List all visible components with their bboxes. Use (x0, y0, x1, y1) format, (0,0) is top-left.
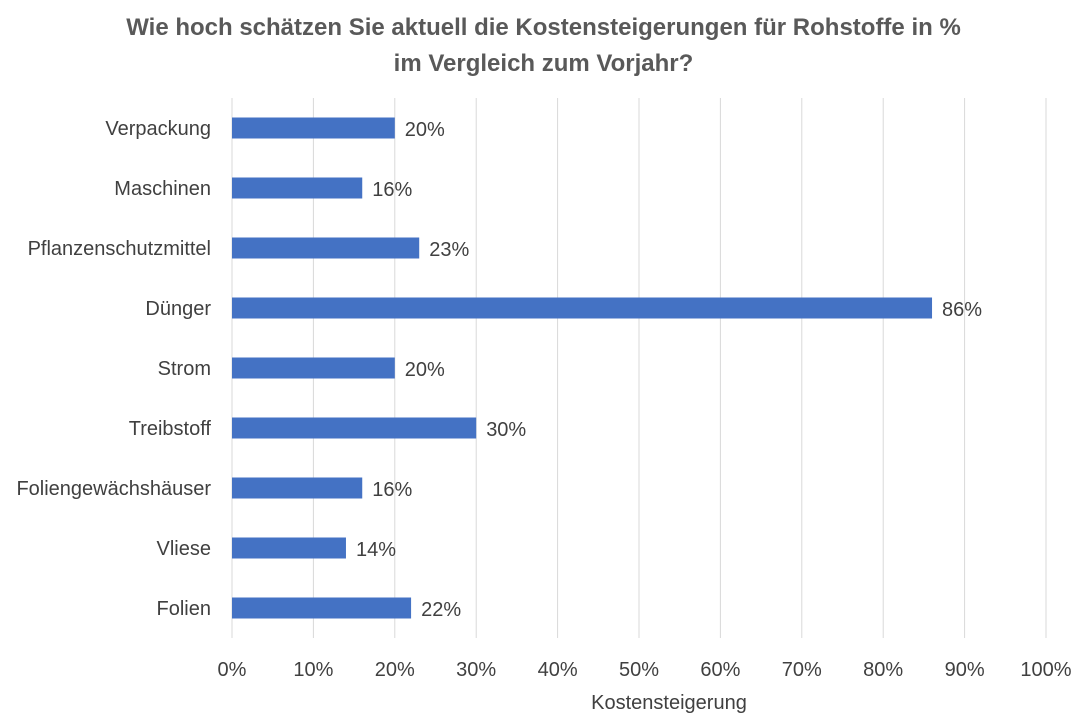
bar (232, 417, 477, 439)
bar (232, 537, 346, 559)
gridlines (231, 98, 1047, 638)
x-tick-label: 0% (218, 659, 247, 681)
data-labels: 20% 16% 23% 86% 20% 30% 16% 14% 22% (356, 119, 982, 621)
category-label: Foliengewächshäuser (16, 478, 211, 500)
chart-title-line-2: im Vergleich zum Vorjahr? (393, 50, 694, 77)
data-label: 20% (405, 359, 445, 381)
data-label: 20% (405, 119, 445, 141)
data-label: 14% (356, 539, 396, 561)
bar (232, 297, 933, 319)
x-tick-label: 80% (863, 659, 903, 681)
x-tick-label: 20% (375, 659, 415, 681)
category-label: Maschinen (114, 178, 211, 200)
bar (232, 357, 395, 379)
x-tick-label: 90% (945, 659, 985, 681)
x-tick-label: 10% (293, 659, 333, 681)
category-label: Treibstoff (129, 418, 212, 440)
x-axis-label: Kostensteigerung (591, 692, 747, 714)
category-label: Folien (157, 598, 211, 620)
x-tick-label: 40% (538, 659, 578, 681)
category-label: Dünger (145, 298, 211, 320)
bar (232, 237, 420, 259)
category-label: Pflanzenschutzmittel (28, 238, 211, 260)
data-label: 16% (372, 479, 412, 501)
x-tick-label: 50% (619, 659, 659, 681)
bar (232, 117, 395, 139)
chart-title: Wie hoch schätzen Sie aktuell die Kosten… (0, 10, 1087, 82)
bar (232, 477, 363, 499)
chart-title-line-1: Wie hoch schätzen Sie aktuell die Kosten… (126, 14, 961, 41)
x-tick-label: 30% (456, 659, 496, 681)
bars (232, 117, 933, 619)
x-tick-labels: 0% 10% 20% 30% 40% 50% 60% 70% 80% 90% 100% (218, 659, 1072, 681)
data-label: 30% (486, 419, 526, 441)
category-label: Verpackung (105, 118, 211, 140)
x-tick-label: 100% (1020, 659, 1071, 681)
data-label: 22% (421, 599, 461, 621)
category-labels: Verpackung Maschinen Pflanzenschutzmittel D… (16, 118, 211, 620)
bar (232, 177, 363, 199)
category-label: Strom (158, 358, 211, 380)
category-label: Vliese (157, 538, 211, 560)
data-label: 23% (429, 239, 469, 261)
bar (232, 597, 412, 619)
x-tick-label: 60% (700, 659, 740, 681)
data-label: 86% (942, 299, 982, 321)
x-tick-label: 70% (782, 659, 822, 681)
data-label: 16% (372, 179, 412, 201)
